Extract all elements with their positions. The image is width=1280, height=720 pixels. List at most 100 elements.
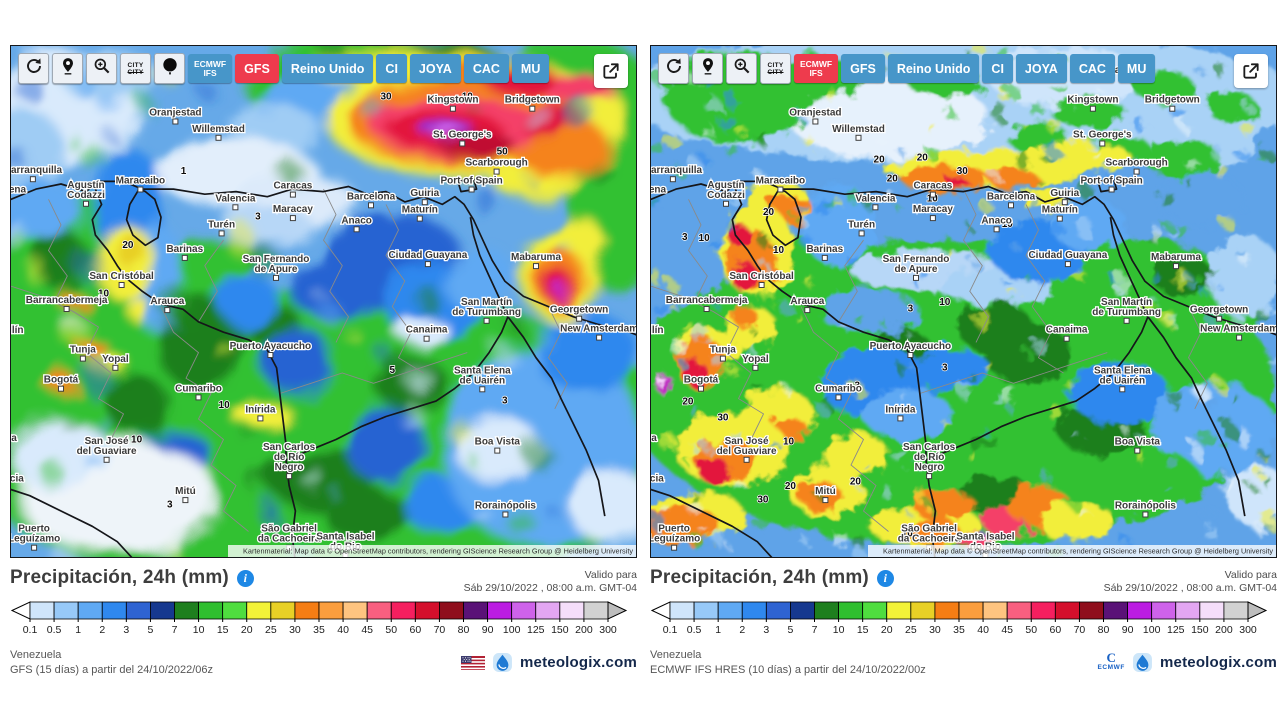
model-button-ci[interactable]: CI bbox=[376, 54, 407, 83]
city-label: San José del Guaviare bbox=[717, 436, 777, 457]
share-button[interactable] bbox=[594, 54, 628, 88]
city-marker bbox=[1123, 317, 1130, 324]
city-marker bbox=[1063, 335, 1070, 342]
city-label: Oranjestad bbox=[149, 108, 201, 119]
city-label: San Martín de Turumbang bbox=[452, 297, 521, 318]
refresh-icon bbox=[24, 56, 44, 81]
valid-label: Valido para bbox=[584, 569, 637, 581]
country-border-line bbox=[651, 488, 773, 557]
scale-tick-label: 150 bbox=[1191, 624, 1209, 636]
city-marker bbox=[703, 306, 710, 312]
scale-tick-label: 60 bbox=[1049, 624, 1061, 636]
refresh-button[interactable] bbox=[18, 53, 49, 84]
share-icon bbox=[603, 63, 619, 79]
valid-label: Valido para bbox=[1224, 569, 1277, 581]
city-marker bbox=[31, 544, 38, 551]
contour-value-label: 3 bbox=[255, 212, 261, 223]
gfs-map-panel: 203010501320101010353CastriesKingstownBr… bbox=[10, 45, 637, 678]
city-labels-icon: CITY CITY bbox=[767, 61, 784, 76]
zoom-button[interactable] bbox=[86, 53, 117, 84]
city-marker bbox=[286, 473, 293, 480]
city-marker bbox=[289, 191, 296, 198]
precipitation-map-ecmwf[interactable]: 20203020102010310310103320301020302010Ca… bbox=[650, 45, 1277, 558]
city-label: Puerto Ayacucho bbox=[870, 341, 952, 352]
contour-value-label: 30 bbox=[717, 413, 729, 424]
city-labels-button[interactable]: CITY CITY bbox=[120, 53, 151, 84]
refresh-button[interactable] bbox=[658, 53, 689, 84]
zoom-icon bbox=[92, 56, 112, 81]
model-button-cac[interactable]: CAC bbox=[1069, 54, 1115, 83]
model-button-ci[interactable]: CI bbox=[982, 54, 1013, 83]
city-label: San Fernando de Apure bbox=[883, 254, 950, 275]
marker-dot-button[interactable] bbox=[154, 53, 185, 84]
city-marker bbox=[1064, 261, 1071, 268]
zoom-icon bbox=[732, 56, 752, 81]
city-marker bbox=[719, 355, 726, 362]
country-border-line bbox=[469, 217, 509, 318]
brand-block[interactable]: meteologix.com bbox=[461, 648, 637, 673]
model-button-mu[interactable]: MU bbox=[511, 54, 550, 83]
scale-tick-label: 50 bbox=[385, 624, 397, 636]
precipitation-map-gfs[interactable]: 203010501320101010353CastriesKingstownBr… bbox=[10, 45, 637, 558]
location-pin-button[interactable] bbox=[692, 53, 723, 84]
city-marker bbox=[907, 352, 914, 358]
city-label: Maracay bbox=[913, 204, 953, 215]
model-button-gfs[interactable]: GFS bbox=[841, 54, 885, 83]
scale-tick-label: 5 bbox=[147, 624, 153, 636]
model-button-cac[interactable]: CAC bbox=[463, 54, 509, 83]
info-icon[interactable]: i bbox=[236, 569, 254, 587]
city-marker bbox=[1133, 168, 1140, 175]
location-pin-icon bbox=[58, 56, 78, 81]
city-label: San Carlos de Río Negro bbox=[263, 442, 316, 473]
city-marker bbox=[529, 105, 536, 112]
location-pin-button[interactable] bbox=[52, 53, 83, 84]
city-label: Ciudad Guayana bbox=[388, 250, 467, 261]
city-marker bbox=[267, 352, 274, 358]
city-label: Barranquilla bbox=[651, 165, 703, 176]
scale-tick-label: 60 bbox=[409, 624, 421, 636]
city-marker bbox=[424, 261, 431, 268]
city-marker bbox=[479, 386, 486, 393]
color-scale: 0.1 0.5 1 2 3 5 7 10 15 20 25 30 35 40 45 50 60 70 80 90 100… bbox=[650, 600, 1277, 641]
model-button-reino-unido[interactable]: Reino Unido bbox=[281, 54, 374, 83]
city-marker bbox=[353, 226, 360, 233]
city-marker bbox=[273, 274, 279, 281]
brand-text: meteologix.com bbox=[1160, 654, 1277, 671]
city-marker bbox=[232, 204, 239, 211]
city-label: Anaco bbox=[341, 215, 372, 226]
city-label: St. George's bbox=[1073, 130, 1132, 141]
model-button-ecmwf-ifs[interactable]: ECMWF IFS bbox=[188, 54, 233, 83]
city-labels-button[interactable]: CITY CITY bbox=[760, 53, 791, 84]
model-button-joya[interactable]: JOYA bbox=[1015, 54, 1067, 83]
city-marker bbox=[812, 118, 819, 125]
city-label: Agustín Codazzi bbox=[707, 180, 745, 201]
contour-value-label: 3 bbox=[167, 499, 173, 510]
city-label: Turén bbox=[848, 219, 875, 230]
city-label: Anaco bbox=[981, 215, 1012, 226]
scale-arrow-left bbox=[650, 601, 671, 620]
model-button-gfs[interactable]: GFS bbox=[235, 54, 279, 83]
city-marker bbox=[257, 415, 264, 422]
city-label: San Fernando de Apure bbox=[243, 254, 310, 275]
model-button-mu[interactable]: MU bbox=[1117, 54, 1156, 83]
city-marker bbox=[752, 364, 759, 371]
city-label: Arauca bbox=[790, 296, 824, 307]
city-marker bbox=[669, 176, 676, 183]
zoom-button[interactable] bbox=[726, 53, 757, 84]
city-marker bbox=[416, 215, 423, 222]
city-label: Santa Elena de Uairén bbox=[454, 365, 511, 386]
city-marker bbox=[421, 199, 428, 206]
contour-value-label: 20 bbox=[874, 155, 886, 166]
scale-tick-label: 30 bbox=[289, 624, 301, 636]
city-marker bbox=[698, 385, 704, 392]
brand-block[interactable]: C ECMWF meteologix.com bbox=[1097, 648, 1277, 673]
model-button-reino-unido[interactable]: Reino Unido bbox=[887, 54, 980, 83]
scale-tick-label: 20 bbox=[241, 624, 253, 636]
info-icon[interactable]: i bbox=[876, 569, 894, 587]
model-button-joya[interactable]: JOYA bbox=[409, 54, 461, 83]
model-button-ecmwf-ifs[interactable]: ECMWF IFS bbox=[794, 54, 839, 83]
scale-tick-label: 35 bbox=[313, 624, 325, 636]
country-border-line bbox=[1109, 217, 1149, 318]
scale-tick-label: 25 bbox=[905, 624, 917, 636]
share-button[interactable] bbox=[1234, 54, 1268, 88]
